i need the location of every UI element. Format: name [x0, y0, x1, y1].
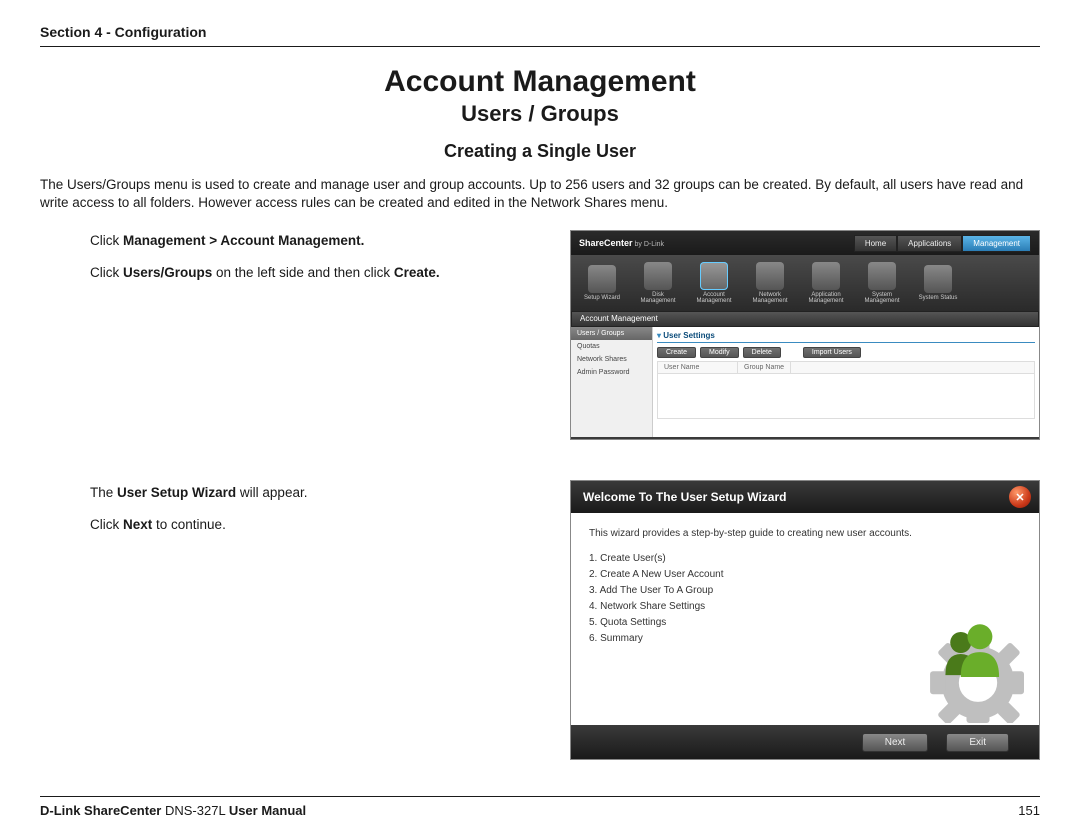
instruction-row-2: The User Setup Wizard will appear. Click… — [40, 452, 1040, 760]
page-title: Account Management — [40, 65, 1040, 99]
nav-application-management[interactable]: Application Management — [805, 262, 847, 304]
instruction-line-3: The User Setup Wizard will appear. — [90, 482, 540, 504]
side-network-shares[interactable]: Network Shares — [571, 353, 652, 366]
user-table-body — [657, 374, 1035, 419]
screenshot-account-management: ShareCenter by D-Link Home Applications … — [570, 230, 1040, 440]
modify-button[interactable]: Modify — [700, 347, 739, 358]
users-gear-icon — [909, 608, 1024, 723]
user-table-header: User Name Group Name — [657, 361, 1035, 374]
instruction-line-1: Click Management > Account Management. — [90, 230, 540, 252]
side-admin-password[interactable]: Admin Password — [571, 366, 652, 379]
panel-titlebar: Account Management — [571, 311, 1039, 327]
screenshot-wizard: Welcome To The User Setup Wizard ✕ This … — [570, 480, 1040, 760]
page-subtitle: Users / Groups — [40, 101, 1040, 127]
instruction-line-2: Click Users/Groups on the left side and … — [90, 262, 540, 284]
nav-account-management[interactable]: Account Management — [693, 262, 735, 304]
wizard-step: 1. Create User(s) — [589, 553, 1021, 564]
user-settings-title: User Settings — [657, 331, 1035, 343]
wizard-description: This wizard provides a step-by-step guid… — [589, 527, 1021, 541]
side-users-groups[interactable]: Users / Groups — [571, 327, 652, 340]
section-header: Section 4 - Configuration — [40, 24, 1040, 47]
create-button[interactable]: Create — [657, 347, 696, 358]
instruction-line-4: Click Next to continue. — [90, 514, 540, 536]
nav-network-management[interactable]: Network Management — [749, 262, 791, 304]
tab-home[interactable]: Home — [854, 235, 897, 252]
side-quotas[interactable]: Quotas — [571, 340, 652, 353]
nav-system-management[interactable]: System Management — [861, 262, 903, 304]
wizard-step: 2. Create A New User Account — [589, 569, 1021, 580]
page-number: 151 — [1018, 803, 1040, 818]
tab-applications[interactable]: Applications — [897, 235, 962, 252]
nav-system-status[interactable]: System Status — [917, 265, 959, 301]
page-footer: D-Link ShareCenter DNS-327L User Manual … — [40, 796, 1040, 818]
wizard-step: 3. Add The User To A Group — [589, 585, 1021, 596]
intro-paragraph: The Users/Groups menu is used to create … — [40, 176, 1040, 212]
next-button[interactable]: Next — [862, 733, 929, 752]
nav-setup-wizard[interactable]: Setup Wizard — [581, 265, 623, 301]
delete-button[interactable]: Delete — [743, 347, 781, 358]
instruction-row-1: Click Management > Account Management. C… — [40, 230, 1040, 440]
nav-disk-management[interactable]: Disk Management — [637, 262, 679, 304]
import-users-button[interactable]: Import Users — [803, 347, 861, 358]
exit-button[interactable]: Exit — [946, 733, 1009, 752]
tab-management[interactable]: Management — [962, 235, 1031, 252]
step-title: Creating a Single User — [40, 141, 1040, 162]
wizard-title: Welcome To The User Setup Wizard — [583, 490, 786, 504]
close-icon[interactable]: ✕ — [1009, 486, 1031, 508]
brand-logo: ShareCenter by D-Link — [579, 238, 664, 248]
